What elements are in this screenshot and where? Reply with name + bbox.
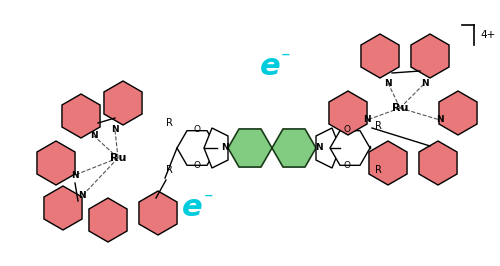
Text: R: R [374, 121, 382, 131]
Text: ⁻: ⁻ [204, 190, 214, 209]
Text: R: R [374, 165, 382, 175]
Text: R: R [166, 118, 172, 128]
Polygon shape [316, 128, 340, 168]
Text: R: R [166, 165, 172, 175]
Text: N: N [315, 143, 323, 152]
Polygon shape [139, 191, 177, 235]
Text: Ru: Ru [392, 103, 408, 113]
Polygon shape [204, 128, 228, 168]
Text: Ru: Ru [110, 153, 126, 163]
Polygon shape [104, 81, 142, 125]
Text: N: N [71, 171, 79, 180]
Polygon shape [439, 91, 477, 135]
Text: O: O [194, 161, 200, 171]
Text: N: N [90, 131, 98, 140]
Polygon shape [330, 131, 370, 165]
Text: ⁻: ⁻ [281, 49, 291, 68]
Text: N: N [363, 115, 371, 124]
Polygon shape [329, 91, 367, 135]
Polygon shape [37, 141, 75, 185]
Polygon shape [89, 198, 127, 242]
Polygon shape [44, 186, 82, 230]
Polygon shape [411, 34, 449, 78]
Text: N: N [221, 143, 229, 152]
Text: e: e [182, 193, 203, 222]
Polygon shape [228, 129, 272, 167]
Text: e: e [260, 52, 280, 81]
Text: N: N [78, 192, 86, 201]
Polygon shape [361, 34, 399, 78]
Polygon shape [272, 129, 316, 167]
Text: O: O [344, 126, 350, 135]
Text: 4+: 4+ [480, 30, 495, 40]
Text: O: O [194, 126, 200, 135]
Polygon shape [177, 131, 217, 165]
Text: N: N [436, 115, 444, 124]
Polygon shape [369, 141, 407, 185]
Text: O: O [344, 161, 350, 171]
Polygon shape [62, 94, 100, 138]
Text: N: N [421, 78, 429, 88]
Polygon shape [419, 141, 457, 185]
Text: N: N [384, 78, 392, 88]
Text: N: N [111, 126, 119, 135]
